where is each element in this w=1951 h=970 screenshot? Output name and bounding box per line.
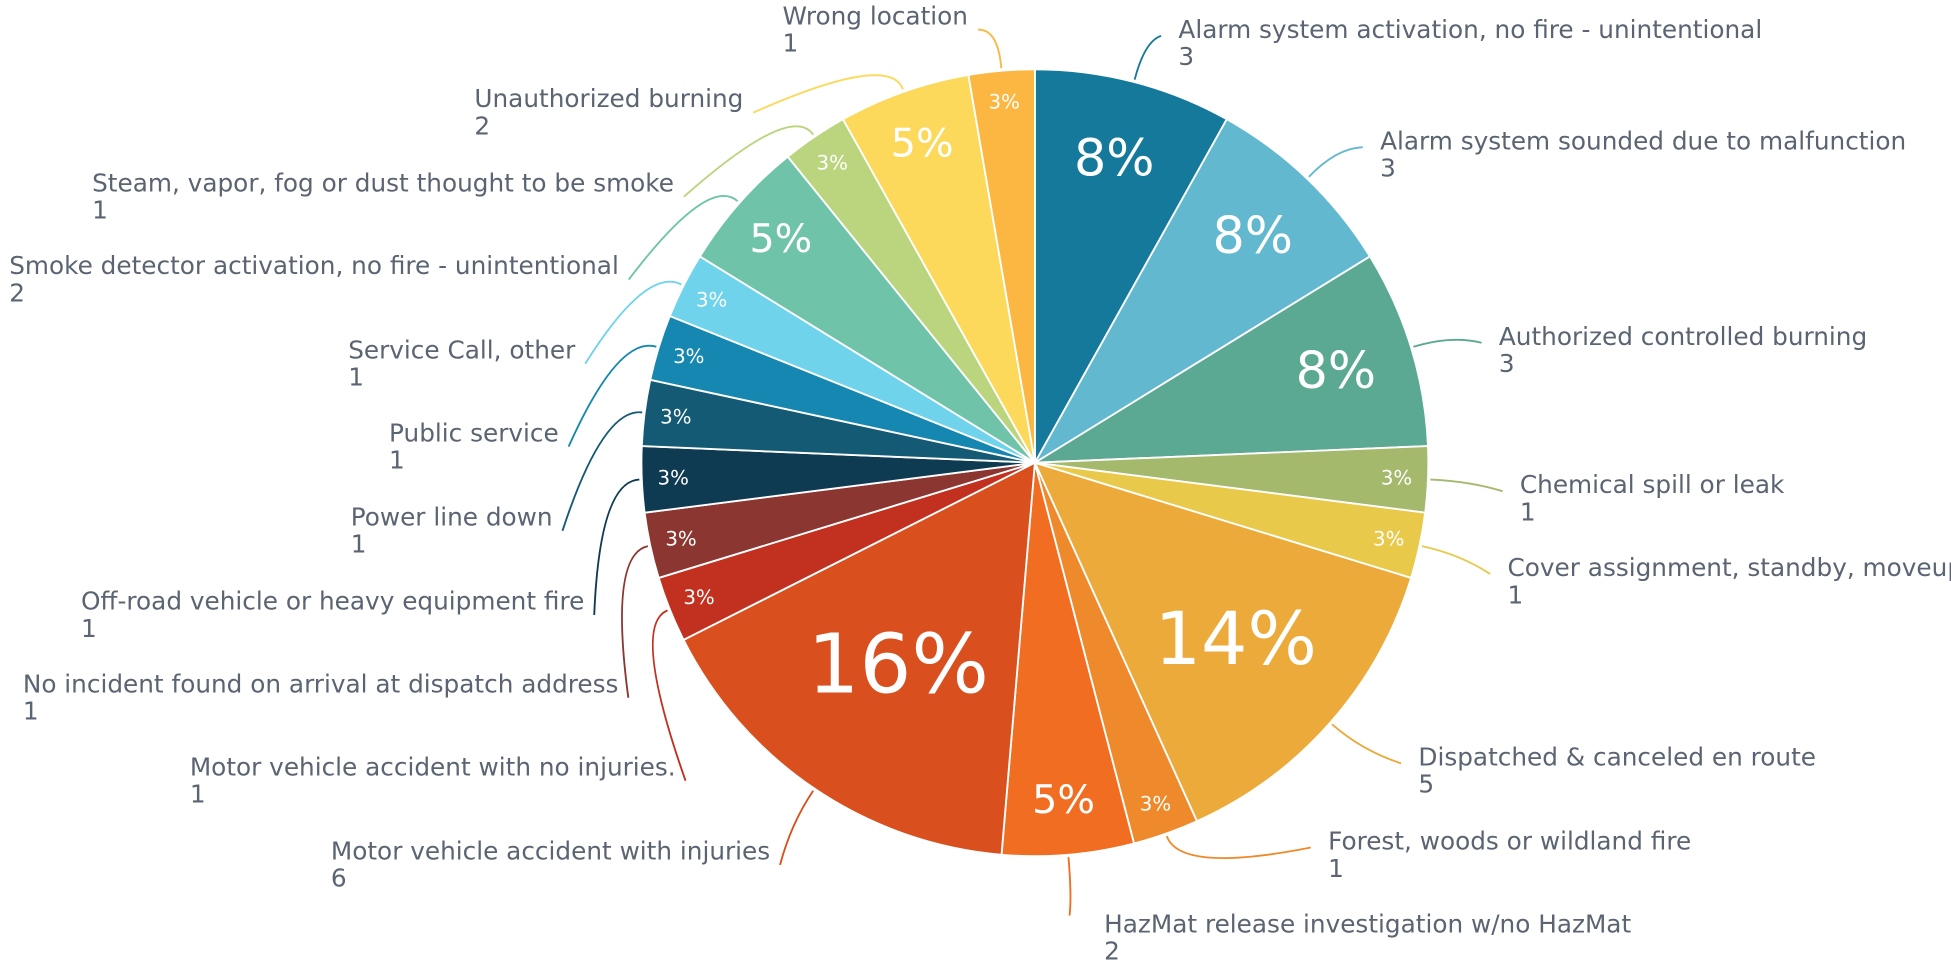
pie-slice	[682, 461, 1036, 856]
category-label: Wrong location	[782, 1, 967, 30]
count-label: 1	[81, 614, 97, 643]
category-label: Alarm system sounded due to malfunction	[1380, 126, 1906, 155]
slice-percent-label: 3%	[988, 91, 1019, 114]
count-label: 2	[9, 278, 25, 307]
leader-line	[651, 609, 687, 782]
leader-line	[593, 478, 640, 615]
slice-percent-label: 5%	[891, 121, 954, 167]
slice-percent-label: 5%	[1032, 777, 1095, 823]
leader-line	[1331, 723, 1402, 765]
category-label: Smoke detector activation, no fire - uni…	[9, 251, 619, 280]
category-label: Public service	[389, 418, 559, 447]
count-label: 1	[1520, 497, 1536, 526]
slice-percent-label: 3%	[1381, 467, 1412, 490]
category-label: Unauthorized burning	[474, 84, 743, 113]
slice-percent-label: 3%	[673, 345, 704, 368]
count-label: 1	[190, 780, 206, 809]
leader-lines	[561, 28, 1503, 916]
leader-line	[779, 790, 814, 866]
leader-line	[752, 74, 904, 114]
count-label: 3	[1499, 349, 1515, 378]
category-label: Power line down	[351, 502, 553, 531]
count-label: 1	[389, 445, 405, 474]
slice-percent-label: 3%	[816, 151, 847, 174]
leader-line	[1133, 34, 1162, 80]
leader-line	[1308, 146, 1363, 178]
count-label: 2	[1104, 937, 1120, 966]
slice-percent-label: 3%	[658, 467, 689, 490]
leader-line	[1165, 835, 1311, 859]
slice-percent-label: 3%	[1140, 793, 1171, 816]
count-label: 1	[1328, 854, 1344, 883]
leader-line	[561, 411, 643, 532]
leader-line	[977, 28, 1003, 69]
category-label: Chemical spill or leak	[1520, 470, 1785, 499]
pie-slice	[1033, 68, 1229, 467]
count-label: 3	[1380, 154, 1396, 183]
slice-percent-label: 3%	[696, 288, 727, 311]
category-label: Dispatched & canceled en route	[1418, 742, 1816, 771]
leader-line	[584, 280, 682, 365]
category-label: Forest, woods or wildland fire	[1328, 827, 1691, 856]
pie-slice	[1031, 255, 1429, 464]
slice-percent-label: 8%	[1074, 129, 1154, 188]
slice-percent-label: 3%	[683, 586, 714, 609]
leader-line	[621, 545, 649, 698]
count-label: 3	[1178, 42, 1194, 71]
category-label: Motor vehicle accident with injuries	[331, 836, 770, 865]
pie-slice	[698, 155, 1036, 464]
pie-slice	[967, 68, 1036, 463]
category-label: Cover assignment, standby, moveup	[1508, 553, 1951, 582]
count-label: 1	[351, 530, 367, 559]
leader-line	[1430, 478, 1503, 493]
pie-slice	[841, 73, 1036, 464]
pie-slice	[1033, 461, 1413, 823]
slices	[640, 68, 1430, 858]
count-label: 1	[782, 29, 798, 58]
slice-percent-label: 8%	[1212, 206, 1292, 265]
pie-slice	[1032, 117, 1372, 466]
slice-percent-label: 3%	[665, 527, 696, 550]
slice-percent-label: 3%	[1373, 527, 1404, 550]
slice-percent-label: 5%	[749, 216, 812, 262]
leader-line	[1413, 338, 1482, 348]
slice-percent-label: 16%	[808, 617, 989, 712]
leader-line	[1421, 545, 1491, 575]
leader-line	[1067, 857, 1072, 916]
category-label: Steam, vapor, fog or dust thought to be …	[92, 168, 674, 197]
slice-percent-label: 3%	[660, 405, 691, 428]
count-label: 1	[23, 697, 39, 726]
category-label: Authorized controlled burning	[1499, 322, 1867, 351]
count-label: 5	[1418, 770, 1434, 799]
slice-percent-label: 8%	[1296, 341, 1376, 400]
count-label: 2	[474, 111, 490, 140]
category-label: Service Call, other	[348, 335, 576, 364]
category-label: Alarm system activation, no fire - unint…	[1178, 15, 1762, 44]
category-label: No incident found on arrival at dispatch…	[23, 669, 619, 698]
pie-slice	[1000, 462, 1136, 858]
count-label: 6	[331, 864, 347, 893]
slice-percent-label: 14%	[1155, 597, 1317, 682]
count-label: 1	[348, 363, 364, 392]
labels: 8% Alarm system activation, no fire - uni…	[9, 1, 1951, 965]
category-label: Motor vehicle accident with no injuries.	[190, 752, 676, 781]
leader-line	[683, 125, 814, 198]
leader-line	[627, 195, 739, 281]
category-label: Off-road vehicle or heavy equipment fire	[81, 587, 584, 616]
count-label: 1	[1508, 580, 1524, 609]
leader-line	[567, 344, 657, 448]
category-label: HazMat release investigation w/no HazMat	[1104, 909, 1631, 938]
count-label: 1	[92, 196, 108, 225]
